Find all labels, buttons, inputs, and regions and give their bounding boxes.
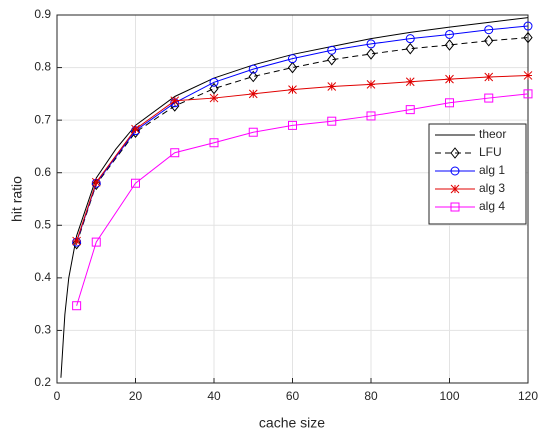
marker [209,77,219,87]
marker [248,127,258,137]
x-tick-label: 60 [286,389,300,403]
marker [327,116,337,126]
marker [248,70,258,83]
marker [523,31,533,44]
y-tick-label: 0.6 [34,165,51,179]
marker [327,45,337,55]
legend-label: alg 4 [479,199,505,213]
marker [71,237,82,250]
marker [523,89,533,99]
marker [484,34,494,47]
marker [445,98,454,108]
x-tick-label: 120 [518,389,538,403]
y-tick-label: 0.8 [34,60,51,74]
x-tick-label: 20 [129,389,143,403]
x-tick-label: 0 [54,389,61,403]
marker [72,236,81,246]
marker [248,64,258,74]
y-axis-label: hit ratio [9,176,25,222]
marker [248,89,258,99]
marker [209,93,219,103]
marker [327,82,337,91]
x-axis-label: cache size [259,415,325,431]
x-tick-label: 80 [364,389,378,403]
y-tick-label: 0.9 [34,7,51,21]
legend-label: LFU [479,145,502,159]
marker [288,54,297,64]
legend-marker [450,202,460,212]
x-tick-label: 100 [439,389,459,403]
legend-label: alg 1 [479,163,505,177]
x-tick-label: 40 [207,389,221,403]
legend-marker [450,184,460,194]
marker [405,42,415,55]
marker [131,178,140,188]
series-line [76,93,529,306]
marker [523,71,533,80]
marker [131,124,140,134]
plot-frame [56,14,529,384]
marker [130,126,141,139]
y-tick-label: 0.2 [34,375,51,389]
y-tick-label: 0.5 [34,217,51,231]
marker [445,74,454,84]
y-tick-label: 0.3 [34,323,51,337]
y-tick-label: 0.4 [34,270,51,284]
marker [209,138,219,148]
marker [484,25,494,35]
marker [366,80,376,89]
y-tick-label: 0.7 [34,112,51,126]
marker [405,34,415,44]
marker [484,72,494,82]
marker [209,82,219,95]
legend-label: theor [479,127,506,141]
marker [405,77,415,87]
legend-label: alg 3 [479,181,505,195]
legend-marker [450,166,460,176]
marker [170,96,180,106]
marker [91,237,101,247]
marker [91,177,101,187]
marker [444,39,455,51]
marker [366,39,376,49]
marker [72,301,82,311]
marker [484,93,494,103]
marker [288,85,297,95]
marker [288,120,297,130]
marker [366,111,376,121]
legend-box [428,123,527,225]
marker [327,53,337,66]
marker [170,148,180,158]
legend-marker [450,147,460,159]
marker [405,105,415,115]
marker [523,21,533,31]
marker [445,29,454,39]
marker [366,48,376,60]
marker [287,61,298,74]
